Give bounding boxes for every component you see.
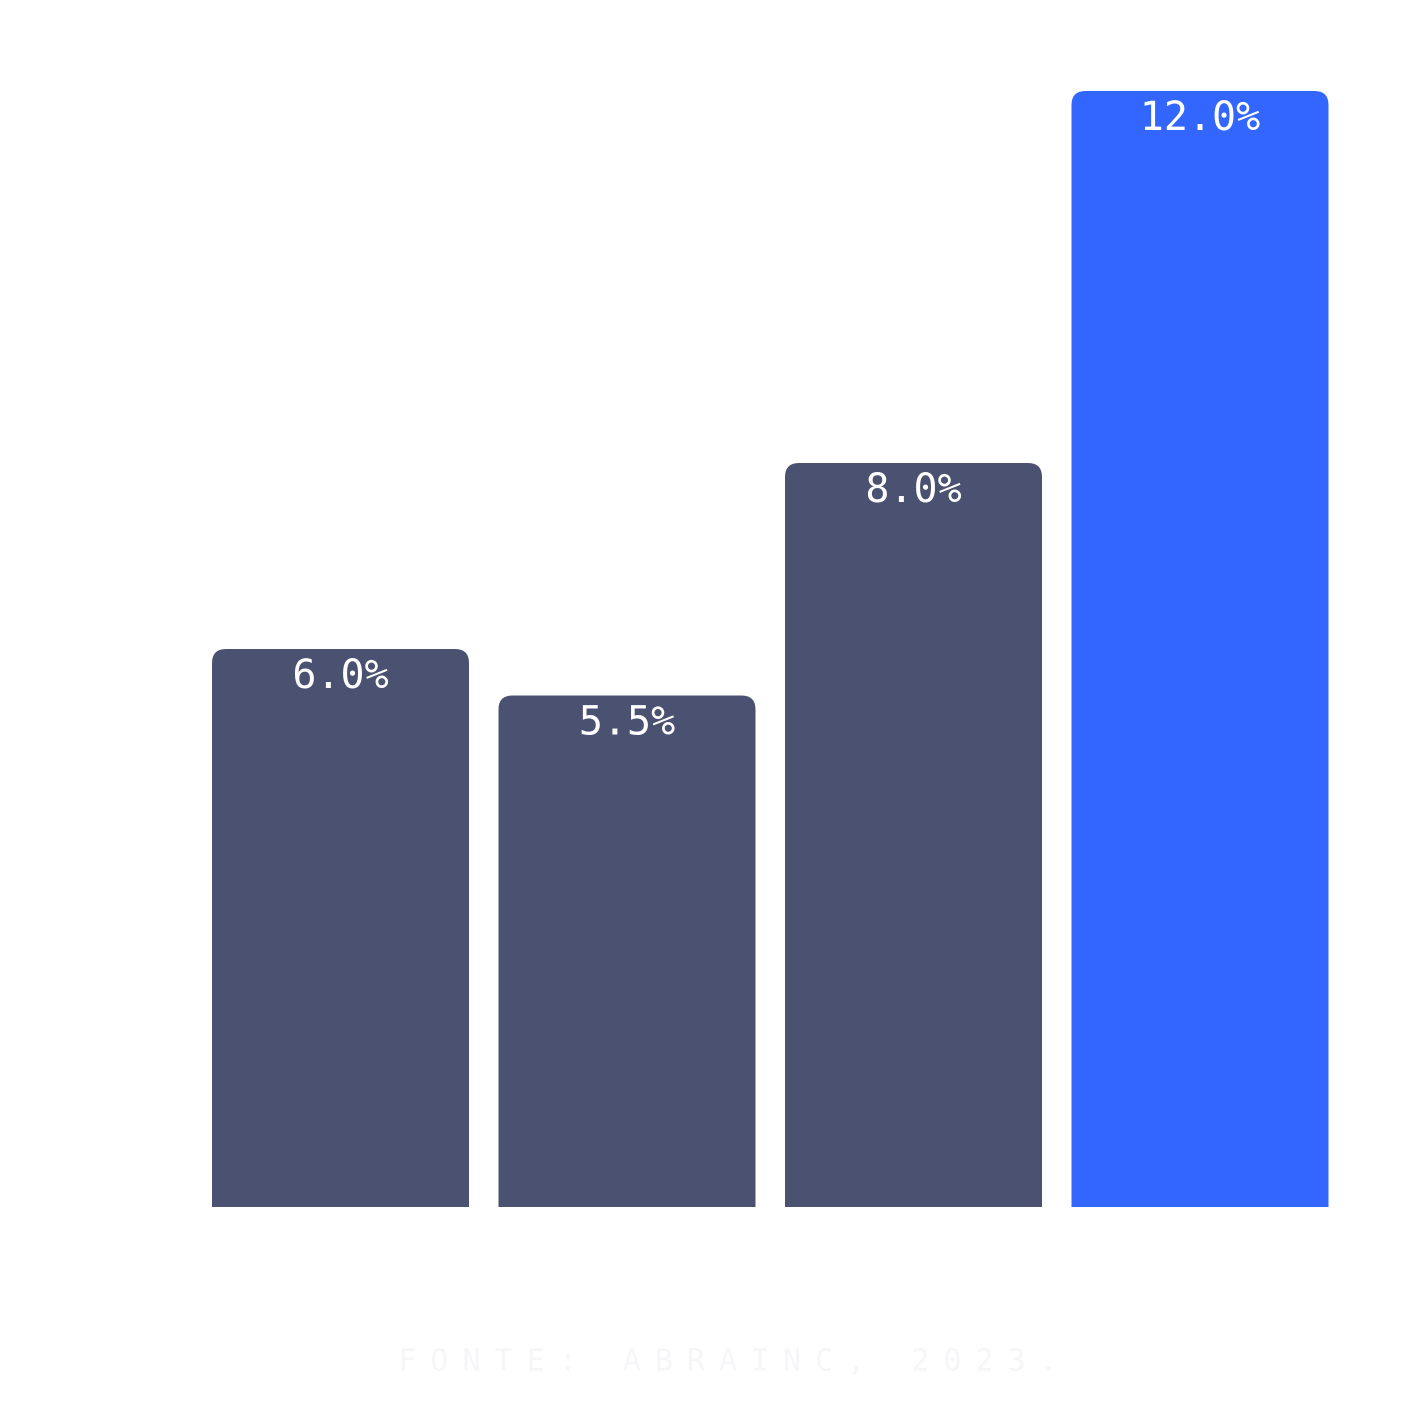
bar: [498, 695, 756, 1207]
footnote: FONTE: ABRAINC, 2023.: [398, 1344, 1071, 1379]
bar: [785, 463, 1042, 1207]
value-label: 6.0%: [292, 652, 388, 698]
bar: [212, 649, 469, 1207]
value-label: 5.5%: [579, 699, 675, 745]
value-label: 8.0%: [865, 466, 961, 512]
value-label: 12.0%: [1140, 94, 1260, 140]
bar: [1071, 91, 1329, 1207]
